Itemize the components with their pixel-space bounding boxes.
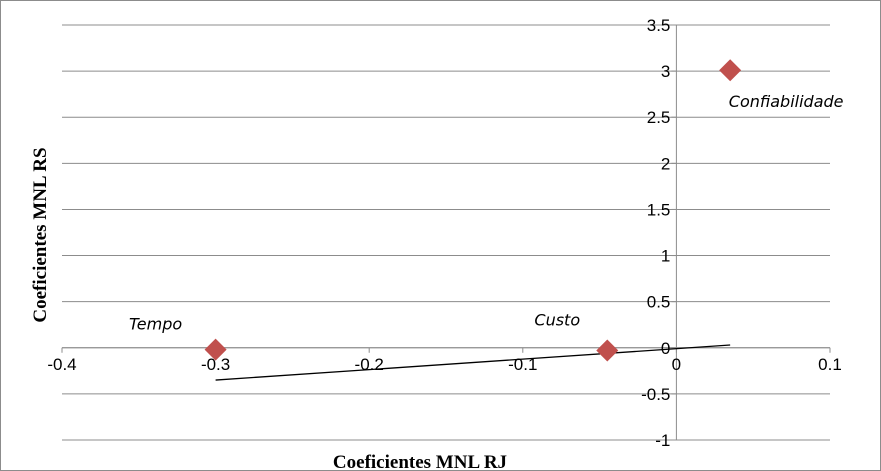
data-point-tempo bbox=[204, 338, 227, 361]
y-tick-label: 3 bbox=[661, 62, 670, 81]
y-tick-label: -1 bbox=[655, 431, 670, 450]
y-tick-label: 0 bbox=[661, 339, 670, 358]
axes bbox=[61, 24, 831, 441]
data-point-confiabilidade bbox=[719, 59, 742, 82]
point-label: Tempo bbox=[129, 315, 182, 334]
data-points: Tempo Custo Confiabilidade bbox=[129, 59, 844, 362]
point-label: Custo bbox=[534, 311, 580, 330]
y-tick-label: 2.5 bbox=[647, 108, 671, 127]
tick-labels: -1-0.500.511.522.533.5-0.4 -0.3 -0.2 -0.1 0 0… bbox=[47, 16, 841, 450]
x-tick-label: -0.4 bbox=[47, 355, 76, 374]
data-point-custo bbox=[596, 339, 619, 362]
x-tick-label: -0.2 bbox=[355, 355, 384, 374]
x-tick-label: -0.1 bbox=[508, 355, 537, 374]
point-label: Confiabilidade bbox=[729, 92, 844, 111]
y-tick-label: 2 bbox=[661, 154, 670, 173]
y-tick-label: -0.5 bbox=[641, 385, 670, 404]
y-tick-label: 1.5 bbox=[647, 200, 671, 219]
x-axis-title: Coeficientes MNL RJ bbox=[333, 452, 507, 471]
y-tick-label: 3.5 bbox=[647, 16, 671, 35]
trendline bbox=[215, 344, 731, 381]
x-tick-label: 0.1 bbox=[818, 355, 842, 374]
y-tick-label: 0.5 bbox=[647, 293, 671, 312]
trendline-group bbox=[215, 344, 731, 381]
x-tick-label: 0 bbox=[672, 355, 681, 374]
y-tick-label: 1 bbox=[661, 247, 670, 266]
gridlines bbox=[62, 24, 830, 441]
x-tick-label: -0.3 bbox=[201, 355, 230, 374]
y-axis-title: Coeficientes MNL RS bbox=[30, 147, 51, 322]
